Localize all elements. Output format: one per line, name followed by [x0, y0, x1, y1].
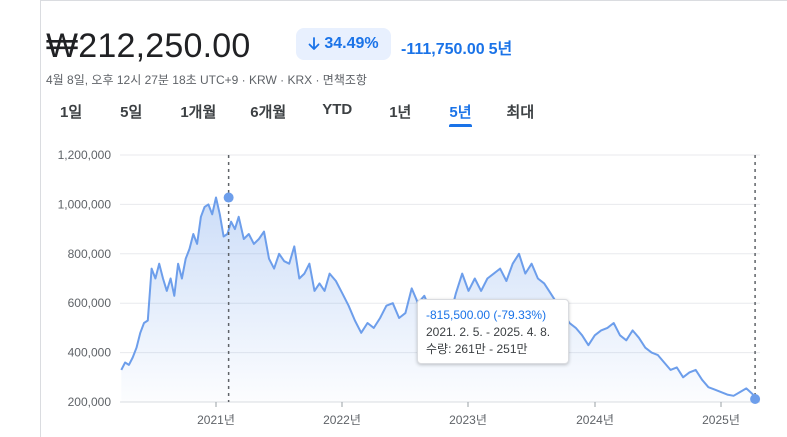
x-axis: 2021년 2022년 2023년 2024년 2025년	[197, 402, 740, 427]
tab-1d[interactable]: 1일	[60, 104, 83, 121]
change-absolute: -111,750.00 5년	[401, 35, 512, 59]
tab-5d[interactable]: 5일	[120, 104, 143, 121]
y-tick-label: 200,000	[68, 395, 112, 409]
y-tick-label: 800,000	[68, 247, 112, 261]
price-area	[121, 197, 756, 402]
change-absolute-value: -111,750.00	[401, 41, 485, 58]
range-end-marker[interactable]	[750, 393, 761, 404]
tooltip-volume: 수량: 261만 - 251만	[426, 342, 528, 356]
quote-panel	[40, 0, 787, 437]
price-line	[120, 196, 756, 400]
range-tooltip: -815,500.00 (-79.33%) 2021. 2. 5. - 2025…	[417, 299, 569, 364]
arrow-down-icon	[308, 37, 320, 50]
range-tabs: 1일 5일 1개월 6개월 YTD 1년 5년 최대	[46, 99, 534, 127]
y-tick-label: 1,200,000	[58, 148, 112, 162]
y-tick-label: 400,000	[68, 346, 112, 360]
tooltip-change: -815,500.00 (-79.33%)	[426, 308, 547, 322]
tab-max[interactable]: 최대	[506, 104, 535, 121]
x-tick-label: 2023년	[449, 413, 487, 427]
change-period: 5년	[488, 41, 513, 58]
tab-1y[interactable]: 1년	[389, 104, 412, 121]
tab-1m[interactable]: 1개월	[180, 104, 217, 121]
range-start-marker[interactable]	[223, 192, 234, 203]
change-percent: 34.49%	[324, 35, 379, 52]
tab-ytd[interactable]: YTD	[322, 101, 353, 118]
quote-meta: 4월 8일, 오후 12시 27분 18초 UTC+9 · KRW · KRX …	[46, 73, 367, 87]
x-tick-label: 2021년	[197, 413, 235, 427]
x-tick-label: 2025년	[702, 413, 740, 427]
current-price: ₩212,250.00	[46, 27, 251, 65]
y-tick-label: 600,000	[68, 296, 112, 310]
y-tick-label: 1,000,000	[58, 197, 112, 211]
x-tick-label: 2024년	[576, 413, 614, 427]
x-tick-label: 2022년	[323, 413, 361, 427]
tab-6m[interactable]: 6개월	[250, 104, 287, 121]
tab-5y[interactable]: 5년	[449, 99, 472, 127]
tooltip-dates: 2021. 2. 5. - 2025. 4. 8.	[426, 325, 551, 339]
change-percent-badge: 34.49%	[296, 28, 391, 60]
y-axis: 1,200,000 1,000,000 800,000 600,000 400,…	[58, 148, 112, 409]
panel-top-border	[40, 0, 787, 1]
